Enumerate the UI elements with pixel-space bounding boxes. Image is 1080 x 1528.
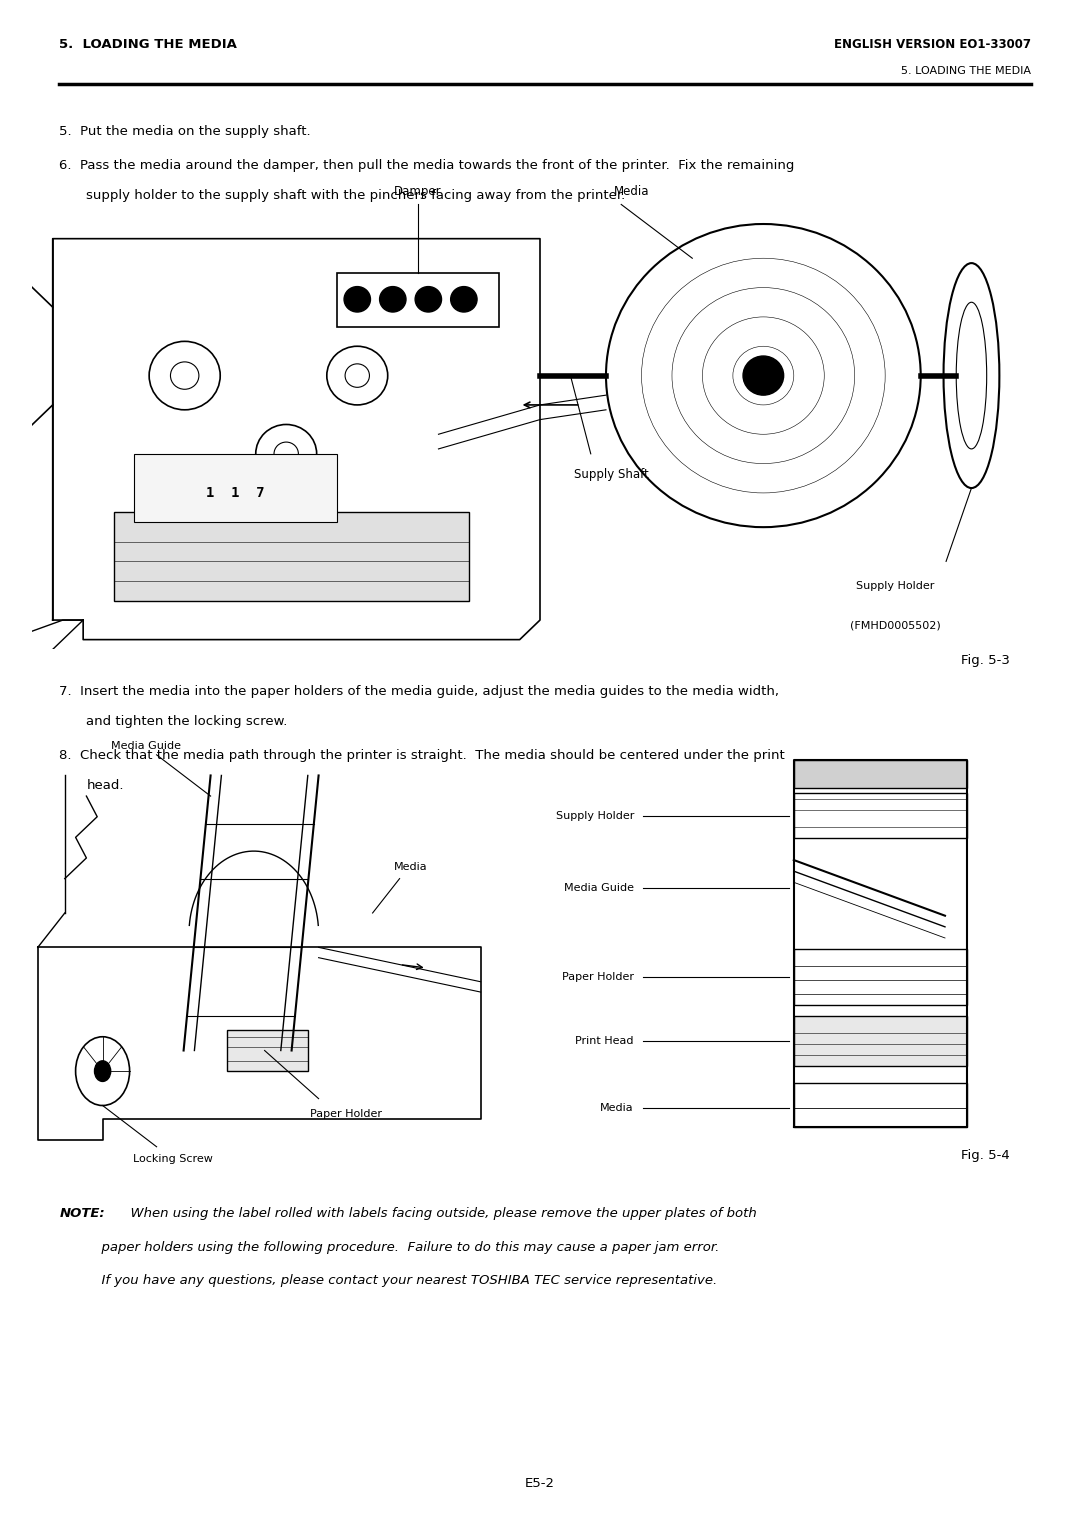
Text: ENGLISH VERSION EO1-33007: ENGLISH VERSION EO1-33007 xyxy=(835,38,1031,52)
Bar xyxy=(794,1016,967,1067)
Text: Supply Holder: Supply Holder xyxy=(555,810,634,821)
Bar xyxy=(337,274,499,327)
Text: supply holder to the supply shaft with the pinchers facing away from the printer: supply holder to the supply shaft with t… xyxy=(86,189,625,203)
Text: Locking Screw: Locking Screw xyxy=(133,1154,213,1164)
Text: (FMHD0005502): (FMHD0005502) xyxy=(850,620,941,630)
Bar xyxy=(794,1083,967,1128)
Circle shape xyxy=(450,287,477,312)
Bar xyxy=(794,793,967,837)
Text: Print Head: Print Head xyxy=(576,1036,634,1047)
Text: Paper Holder: Paper Holder xyxy=(310,1109,381,1118)
Text: 5.  LOADING THE MEDIA: 5. LOADING THE MEDIA xyxy=(59,38,238,52)
Text: Paper Holder: Paper Holder xyxy=(562,972,634,983)
Text: 5.  Put the media on the supply shaft.: 5. Put the media on the supply shaft. xyxy=(59,125,311,139)
Text: Fig. 5-4: Fig. 5-4 xyxy=(961,1149,1010,1163)
Text: Fig. 5-3: Fig. 5-3 xyxy=(961,654,1010,668)
Text: 6.  Pass the media around the damper, then pull the media towards the front of t: 6. Pass the media around the damper, the… xyxy=(59,159,795,173)
Text: Supply Holder: Supply Holder xyxy=(856,581,934,591)
Circle shape xyxy=(743,356,784,396)
Text: Media: Media xyxy=(613,185,649,197)
Bar xyxy=(794,949,967,1005)
Text: Media Guide: Media Guide xyxy=(564,883,634,892)
Text: and tighten the locking screw.: and tighten the locking screw. xyxy=(86,715,287,729)
Text: 8.  Check that the media path through the printer is straight.  The media should: 8. Check that the media path through the… xyxy=(59,749,785,762)
Circle shape xyxy=(379,287,406,312)
Text: Supply Shaft: Supply Shaft xyxy=(573,469,648,481)
Text: When using the label rolled with labels facing outside, please remove the upper : When using the label rolled with labels … xyxy=(122,1207,757,1221)
Text: Media: Media xyxy=(600,1103,634,1112)
Text: Damper: Damper xyxy=(394,185,442,197)
Text: head.: head. xyxy=(86,779,124,793)
Text: E5-2: E5-2 xyxy=(525,1476,555,1490)
Circle shape xyxy=(95,1060,110,1082)
Text: Media: Media xyxy=(393,862,428,871)
Text: 1  1  7: 1 1 7 xyxy=(206,486,265,500)
Text: If you have any questions, please contact your nearest TOSHIBA TEC service repre: If you have any questions, please contac… xyxy=(59,1274,717,1288)
Bar xyxy=(113,512,469,601)
Circle shape xyxy=(345,287,370,312)
Bar xyxy=(227,1030,308,1071)
Bar xyxy=(794,759,967,788)
Text: 7.  Insert the media into the paper holders of the media guide, adjust the media: 7. Insert the media into the paper holde… xyxy=(59,685,780,698)
Circle shape xyxy=(415,287,442,312)
Text: Media Guide: Media Guide xyxy=(111,741,180,752)
Text: NOTE:: NOTE: xyxy=(59,1207,105,1221)
Bar xyxy=(134,454,337,523)
Text: 5. LOADING THE MEDIA: 5. LOADING THE MEDIA xyxy=(902,66,1031,76)
Text: paper holders using the following procedure.  Failure to do this may cause a pap: paper holders using the following proced… xyxy=(59,1241,719,1254)
